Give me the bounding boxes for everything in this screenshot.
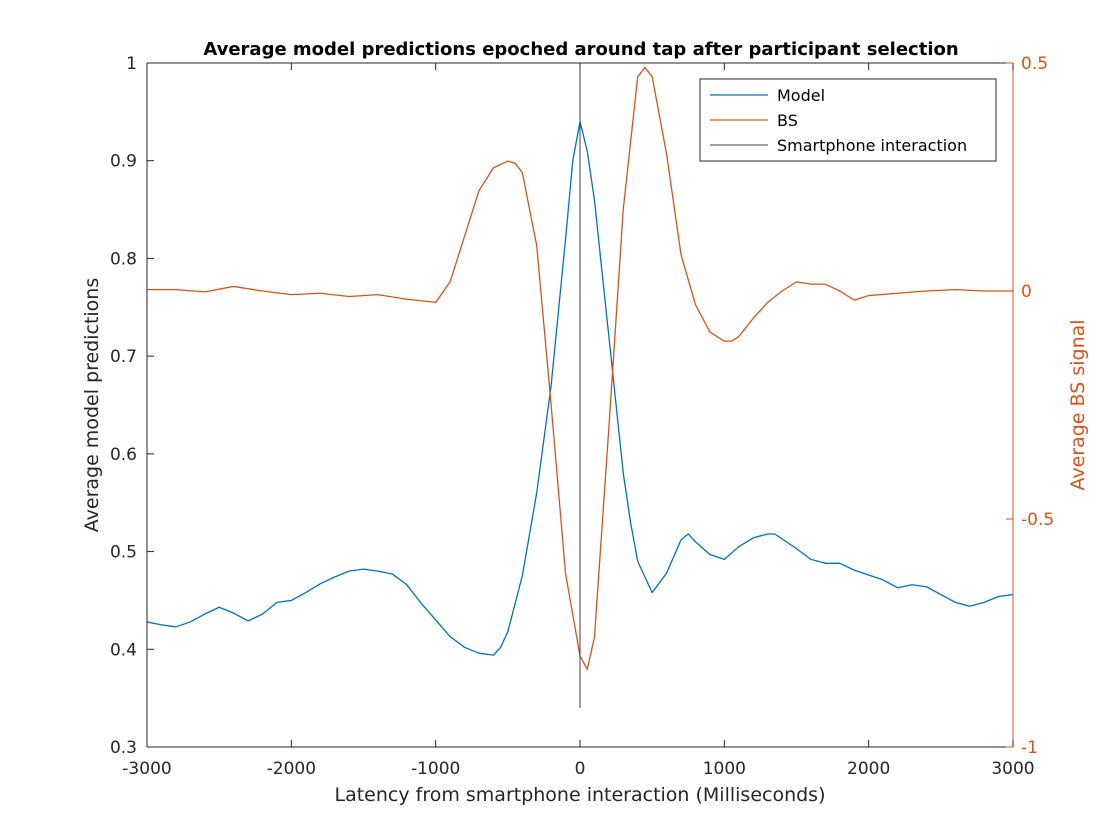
bs-line [147, 66, 1013, 671]
legend-label-bs: BS [777, 111, 798, 130]
y-right-tick-label: 0 [1021, 282, 1032, 302]
y-left-tick-label: 0.8 [110, 249, 137, 269]
y-right-tick-label: 0.5 [1021, 54, 1048, 74]
x-axis-label: Latency from smartphone interaction (Mil… [335, 784, 826, 806]
legend: Model BS Smartphone interaction [699, 78, 997, 162]
x-tick-label: 1000 [703, 759, 746, 779]
y-axis-right-ticks: -1 -0.5 0 0.5 [1006, 54, 1054, 758]
y-left-tick-label: 0.9 [110, 152, 137, 172]
chart-title: Average model predictions epoched around… [203, 39, 958, 60]
y-left-tick-label: 0.4 [110, 640, 137, 660]
x-tick-label: 3000 [991, 759, 1034, 779]
y-left-tick-label: 0.5 [110, 543, 137, 563]
x-tick-label: -2000 [267, 759, 316, 779]
x-tick-label: 0 [575, 759, 586, 779]
x-tick-label: 2000 [847, 759, 890, 779]
model-line [146, 120, 1014, 656]
y-right-tick-label: -0.5 [1021, 510, 1054, 530]
y-axis-left-ticks: 0.3 0.4 0.5 0.6 0.7 0.8 0.9 1 [110, 54, 154, 758]
y-axis-left-label: Average model predictions [81, 278, 103, 533]
y-right-tick-label: -1 [1021, 738, 1038, 758]
y-axis-right-label: Average BS signal [1067, 319, 1089, 490]
y-left-tick-label: 0.7 [110, 347, 137, 367]
y-left-tick-label: 0.6 [110, 445, 137, 465]
plot-area: -3000 -2000 -1000 0 1000 2000 3000 0.30.40.50.… [110, 54, 1054, 779]
x-axis-ticks: -3000 -2000 -1000 0 1000 2000 3000 [122, 63, 1035, 779]
y-left-tick-label: 1 [126, 54, 137, 74]
series-layer [146, 63, 1014, 708]
x-tick-label: -3000 [122, 759, 171, 779]
legend-label-model: Model [777, 86, 825, 105]
legend-label-smartphone-interaction: Smartphone interaction [777, 136, 967, 155]
y-left-tick-label: 0.3 [110, 738, 137, 758]
x-tick-label: -1000 [411, 759, 460, 779]
